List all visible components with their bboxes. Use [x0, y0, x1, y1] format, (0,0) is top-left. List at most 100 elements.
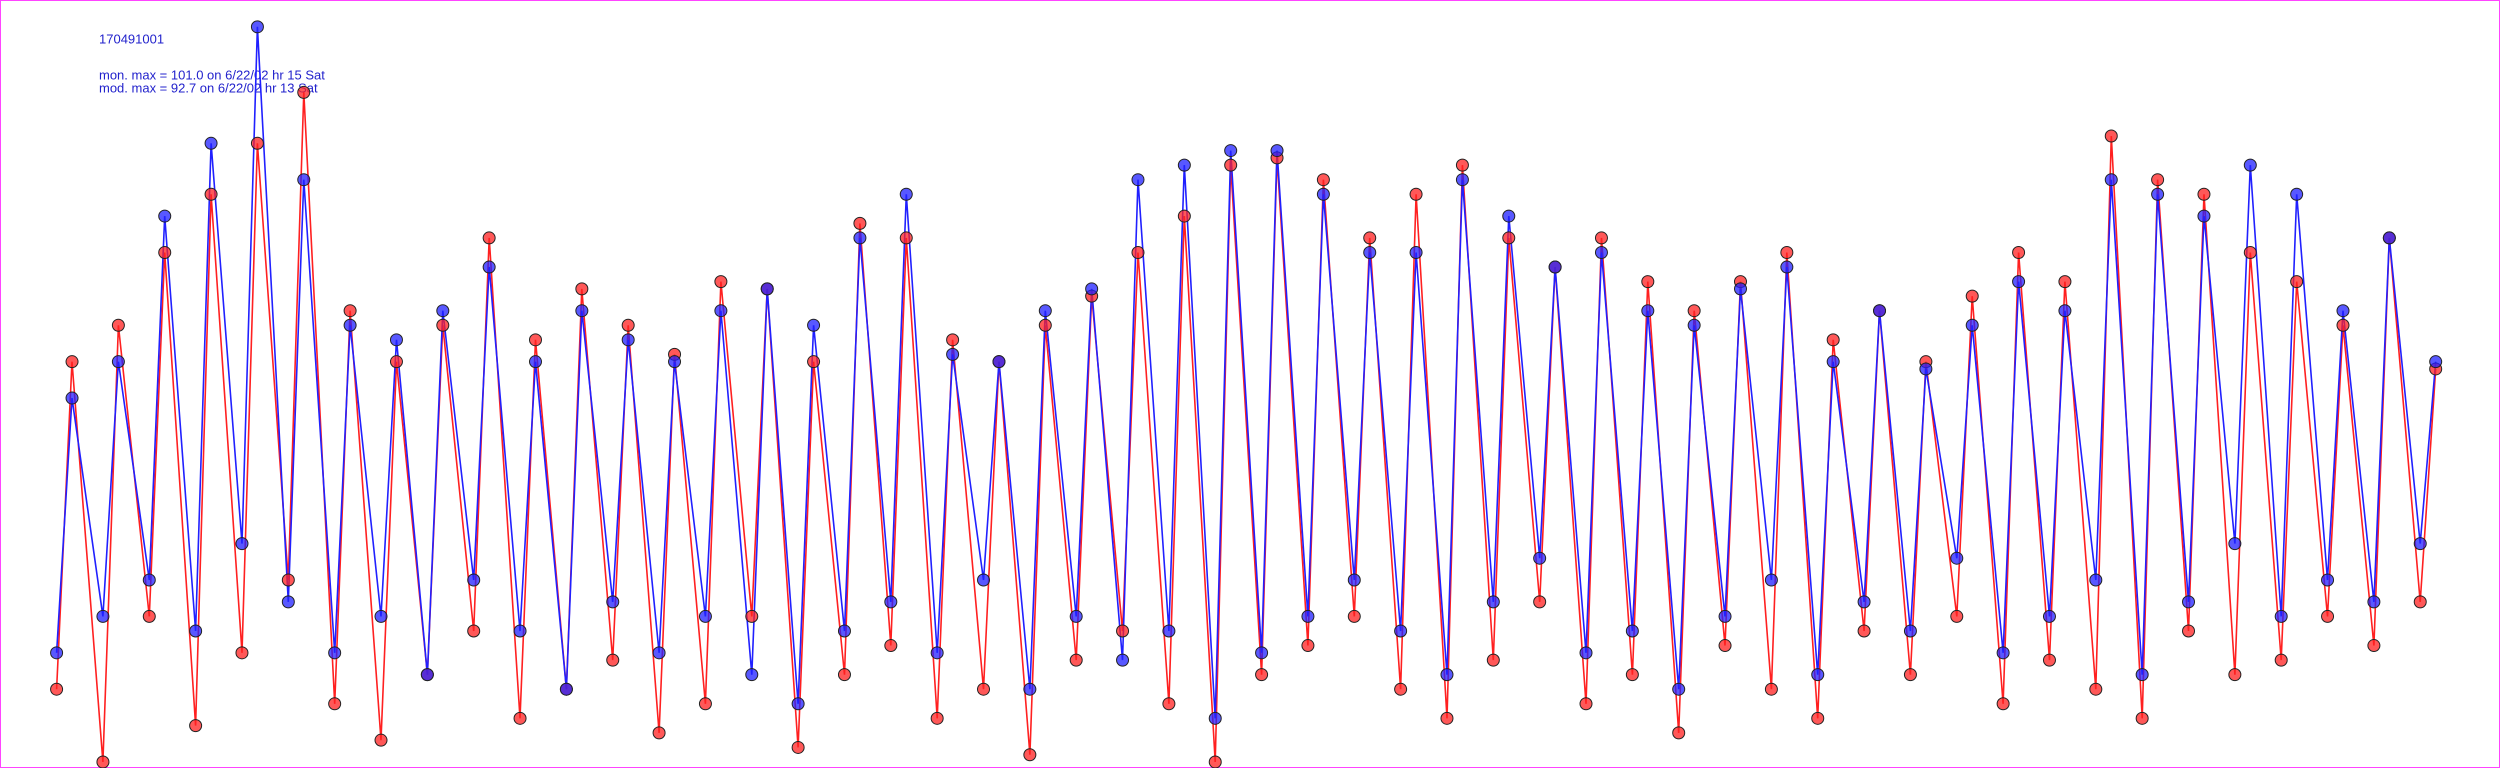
data-point	[1502, 231, 1516, 245]
data-point	[2321, 573, 2335, 587]
data-point	[1023, 682, 1037, 696]
data-point	[1594, 231, 1608, 245]
data-point	[2197, 187, 2211, 201]
data-point	[791, 697, 805, 711]
data-point	[2367, 639, 2381, 653]
data-point	[1903, 624, 1917, 638]
data-point	[992, 355, 1006, 369]
data-point	[698, 609, 712, 623]
data-point	[142, 573, 156, 587]
data-point	[1965, 318, 1979, 332]
data-point	[2336, 304, 2350, 318]
data-point	[1733, 282, 1747, 296]
data-point	[235, 646, 249, 660]
data-point	[467, 624, 481, 638]
data-point	[96, 755, 110, 768]
data-point	[513, 711, 527, 725]
data-point	[2151, 187, 2165, 201]
data-point	[1857, 595, 1871, 609]
data-point	[1409, 187, 1423, 201]
data-point	[343, 304, 357, 318]
data-point	[946, 333, 960, 347]
data-point	[1208, 755, 1222, 768]
data-point	[111, 318, 125, 332]
data-point	[1131, 173, 1145, 187]
data-point	[2182, 624, 2196, 638]
data-point	[1486, 653, 1500, 667]
data-point	[791, 740, 805, 754]
data-point	[50, 646, 64, 660]
data-point	[389, 333, 403, 347]
data-point	[1533, 595, 1547, 609]
data-point	[977, 682, 991, 696]
data-point	[1069, 609, 1083, 623]
data-point	[482, 260, 496, 274]
data-point	[1625, 668, 1639, 682]
data-point	[1764, 682, 1778, 696]
data-point	[142, 609, 156, 623]
data-point	[1270, 144, 1284, 158]
data-point	[1085, 282, 1099, 296]
data-point	[2151, 173, 2165, 187]
data-point	[807, 318, 821, 332]
data-point	[606, 653, 620, 667]
data-point	[652, 726, 666, 740]
data-point	[1116, 624, 1130, 638]
annotation: mon. max = 101.0 on 6/22/02 hr 15 Sat	[99, 67, 325, 82]
chart-title: 170491001	[99, 31, 164, 46]
data-point	[1548, 260, 1562, 274]
data-point	[389, 355, 403, 369]
data-point	[374, 733, 388, 747]
data-point	[745, 609, 759, 623]
data-point	[946, 347, 960, 361]
data-point	[513, 624, 527, 638]
data-point	[575, 282, 589, 296]
data-point	[621, 333, 635, 347]
data-point	[1687, 304, 1701, 318]
data-point	[189, 624, 203, 638]
data-point	[297, 173, 311, 187]
data-point	[652, 646, 666, 660]
data-point	[1780, 260, 1794, 274]
data-point	[1903, 668, 1917, 682]
data-point	[2243, 245, 2257, 259]
data-point	[853, 216, 867, 230]
data-point	[606, 595, 620, 609]
data-point	[2197, 209, 2211, 223]
series-line	[55, 92, 2437, 763]
data-point	[1641, 275, 1655, 289]
data-point	[2429, 355, 2443, 369]
data-point	[2321, 609, 2335, 623]
data-point	[1440, 711, 1454, 725]
data-point	[1641, 304, 1655, 318]
data-point	[2413, 537, 2427, 551]
data-point	[1363, 245, 1377, 259]
data-point	[1764, 573, 1778, 587]
data-point	[1672, 682, 1686, 696]
data-point	[467, 573, 481, 587]
data-point	[930, 711, 944, 725]
data-point	[1038, 304, 1052, 318]
data-point	[235, 537, 249, 551]
data-point	[2274, 609, 2288, 623]
data-point	[745, 668, 759, 682]
data-point	[559, 682, 573, 696]
data-point	[1965, 289, 1979, 303]
data-point	[2042, 653, 2056, 667]
data-point	[2012, 245, 2026, 259]
data-point	[1347, 609, 1361, 623]
data-point	[1116, 653, 1130, 667]
data-point	[1224, 144, 1238, 158]
data-point	[1316, 187, 1330, 201]
data-point	[714, 275, 728, 289]
data-point	[1255, 646, 1269, 660]
data-point	[528, 355, 542, 369]
data-point	[158, 209, 172, 223]
data-point	[884, 639, 898, 653]
data-point	[1038, 318, 1052, 332]
data-point	[2089, 682, 2103, 696]
data-point	[2104, 129, 2118, 143]
data-point	[714, 304, 728, 318]
data-point	[1811, 668, 1825, 682]
